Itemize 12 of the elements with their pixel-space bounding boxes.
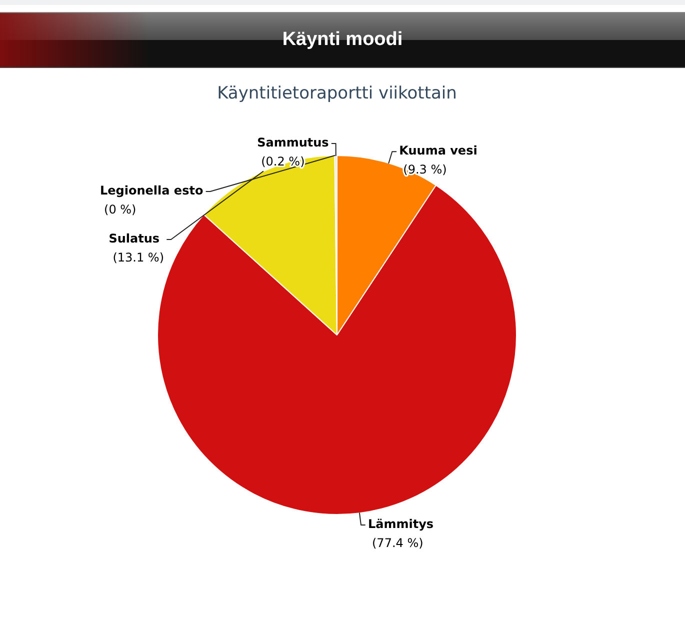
chart-title: Käynti moodi [282, 29, 403, 51]
chart-subtitle: Käyntitietoraportti viikottain [217, 83, 457, 104]
category-label: Legionella esto [100, 184, 204, 198]
data-label: (77.4 %) [372, 536, 424, 550]
data-label: (13.1 %) [112, 250, 164, 265]
slice-label: Sammutus [257, 136, 329, 150]
slice-label: Kuuma vesi [399, 144, 478, 158]
text: (0 %) [104, 202, 136, 217]
header-bar: Käynti moodi [0, 12, 685, 68]
data-label: (9.3 %) [403, 162, 447, 177]
slice-label: Lämmitys [368, 517, 434, 532]
slice-label: Sulatus [108, 232, 160, 246]
